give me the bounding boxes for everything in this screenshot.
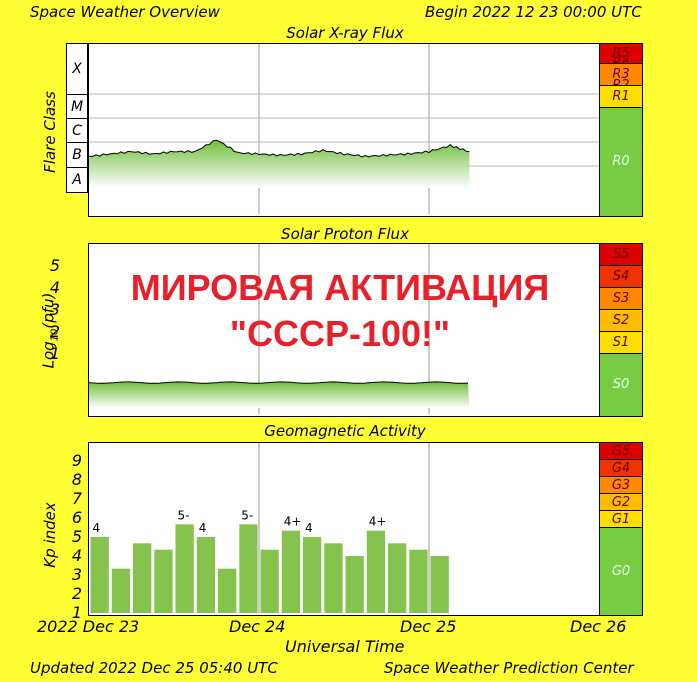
- kp-bar: [196, 537, 216, 613]
- proton-tick: 3: [49, 300, 60, 319]
- proton-tick: 1: [49, 344, 60, 363]
- scale-cell-r0: R0: [600, 108, 642, 216]
- scale-cell-r5: R5: [600, 44, 642, 64]
- kp-bar: [366, 530, 386, 613]
- footer-updated: Updated 2022 Dec 25 05:40 UTC: [30, 659, 278, 677]
- kp-data-label: 4: [305, 521, 313, 535]
- kp-tick: 2: [71, 584, 82, 603]
- flare-class-c: C: [67, 119, 87, 143]
- solar-radiation-scale: S5 S4 S3 S2 S1 S0: [599, 243, 643, 417]
- scale-cell-s0: S0: [600, 354, 642, 416]
- kp-data-label: 4+: [284, 515, 302, 529]
- scale-cell-s5: S5: [600, 244, 642, 266]
- proton-tick: 4: [49, 278, 60, 297]
- kp-bar: [154, 549, 173, 613]
- scale-cell-g1: G1: [600, 511, 642, 528]
- kp-data-label: 4+: [369, 515, 387, 529]
- kp-bar: [409, 549, 428, 613]
- kp-bar: [90, 537, 109, 613]
- geomagnetic-storm-scale: G5 G4 G3 G2 G1 G0: [599, 442, 643, 616]
- xray-flux-line: [88, 139, 470, 158]
- kp-tick: 7: [71, 489, 82, 508]
- scale-cell-s1: S1: [600, 332, 642, 354]
- scale-cell-r1: R1: [600, 86, 642, 108]
- scale-cell-g3: G3: [600, 477, 642, 494]
- footer-source: Space Weather Prediction Center: [384, 659, 634, 677]
- scale-cell-g4: G4: [600, 460, 642, 477]
- scale-cell-s2: S2: [600, 310, 642, 332]
- x-tick-label: Dec 26: [570, 617, 627, 636]
- flare-class-scale: X M C B A: [66, 43, 88, 193]
- kp-tick: 4: [71, 546, 82, 565]
- proton-tick: 5: [49, 256, 60, 275]
- kp-data-label: 4: [93, 521, 101, 535]
- kp-bar: [239, 524, 258, 613]
- kp-data-label: 5-: [178, 508, 190, 522]
- overlay-line-2: "СССР-100!": [229, 313, 451, 354]
- proton-title: Solar Proton Flux: [281, 225, 409, 243]
- kp-bar: [111, 568, 131, 613]
- x-tick-label: Dec 25: [400, 617, 457, 636]
- kp-bar: [133, 543, 152, 613]
- kp-bar: [260, 549, 279, 613]
- kp-data-label: 5-: [241, 508, 253, 522]
- xray-flux-fill: [89, 140, 470, 188]
- overlay-line-1: МИРОВАЯ АКТИВАЦИЯ: [130, 267, 550, 308]
- scale-cell-g5: G5: [600, 443, 642, 460]
- x-axis-title: Universal Time: [285, 637, 405, 656]
- kp-bar: [345, 556, 364, 613]
- kp-tick: 8: [71, 470, 82, 489]
- proton-tick: 2: [49, 322, 60, 341]
- xray-title: Solar X-ray Flux: [286, 24, 404, 42]
- flare-class-m: M: [67, 95, 87, 119]
- scale-cell-g2: G2: [600, 494, 642, 511]
- kp-data-label: 4: [199, 521, 207, 535]
- x-tick-label: 2022 Dec 23: [37, 617, 140, 636]
- kp-bar: [324, 543, 343, 613]
- kp-tick: 1: [71, 603, 82, 622]
- flare-class-b: B: [67, 143, 87, 168]
- header-title: Space Weather Overview: [30, 3, 220, 21]
- kp-tick: 6: [71, 508, 82, 527]
- kp-bar: [175, 524, 194, 613]
- proton-flux-fill: [89, 381, 470, 408]
- kp-bar: [218, 568, 237, 613]
- geomag-plot: [88, 442, 600, 616]
- header-begin-time: Begin 2022 12 23 00:00 UTC: [425, 3, 642, 21]
- kp-tick: 5: [71, 527, 82, 546]
- kp-tick: 9: [71, 451, 82, 470]
- kp-bar: [281, 530, 301, 613]
- kp-bar: [388, 543, 407, 613]
- scale-cell-s3: S3: [600, 288, 642, 310]
- kp-bar: [430, 556, 449, 613]
- flare-class-a: A: [72, 172, 82, 188]
- flare-class-x: X: [67, 44, 87, 95]
- kp-tick: 3: [71, 565, 82, 584]
- scale-cell-r3: R3: [600, 64, 642, 86]
- kp-bar: [303, 537, 322, 613]
- scale-cell-g0: G0: [600, 528, 642, 615]
- radio-blackout-scale: R5R4R3R2R1R0: [599, 43, 643, 217]
- proton-flux-line: [88, 381, 469, 384]
- geomag-title: Geomagnetic Activity: [264, 422, 426, 440]
- scale-cell-s4: S4: [600, 266, 642, 288]
- x-tick-label: Dec 24: [229, 617, 286, 636]
